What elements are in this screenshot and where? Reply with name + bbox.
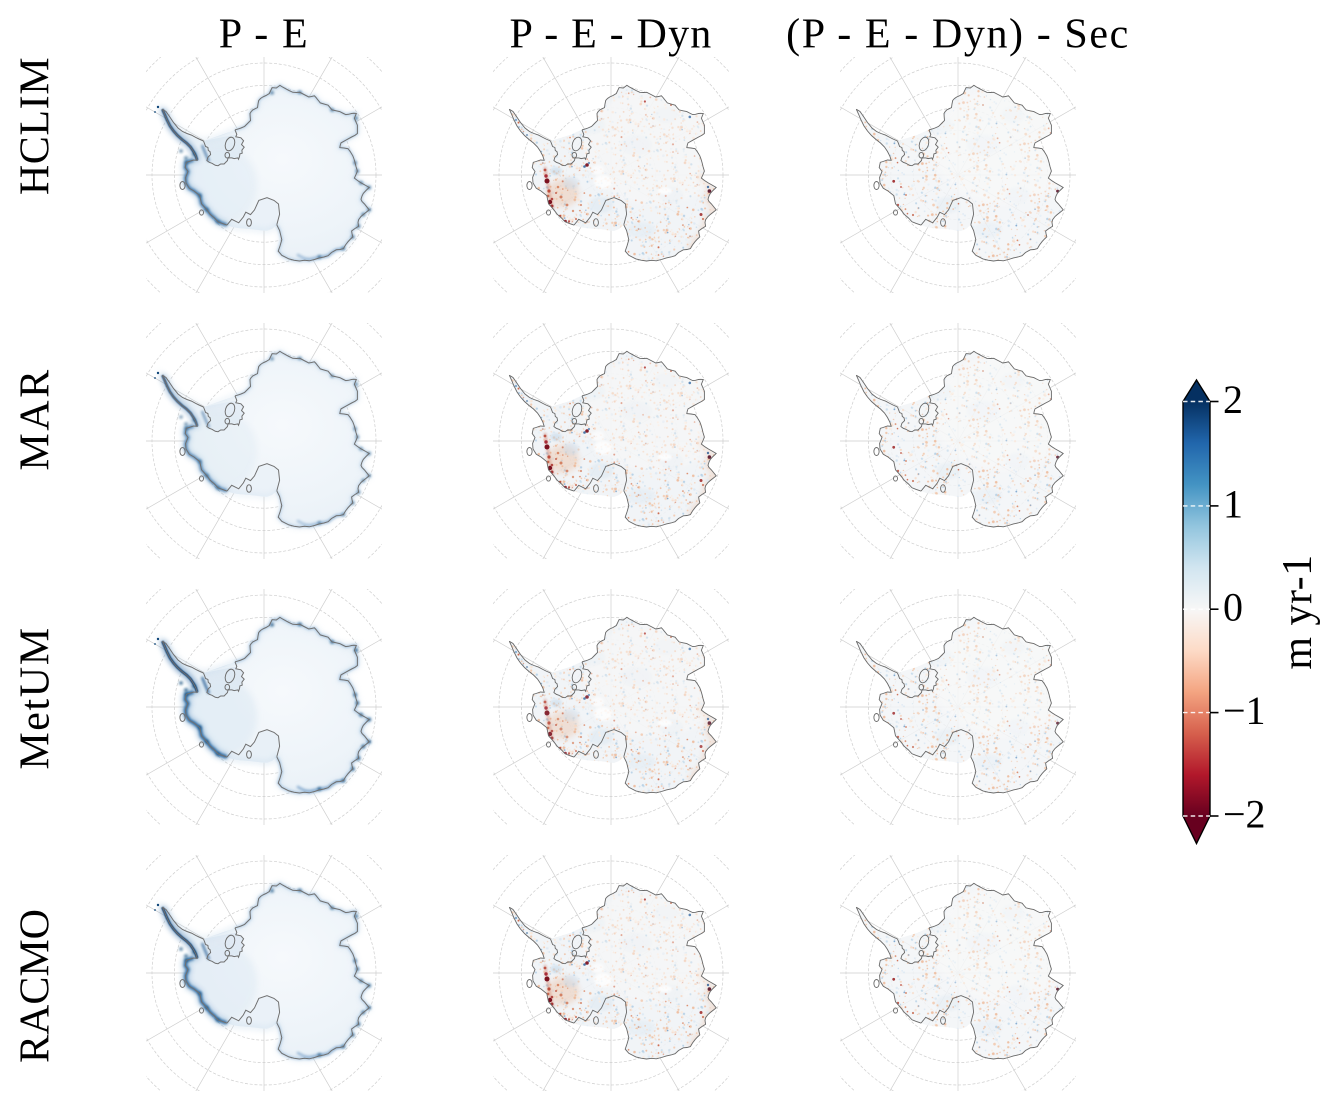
svg-text:−1: −1 — [1223, 688, 1266, 733]
svg-text:HCLIM: HCLIM — [13, 57, 59, 195]
svg-text:P - E: P - E — [219, 12, 309, 58]
svg-text:1: 1 — [1223, 481, 1243, 526]
svg-text:2: 2 — [1223, 377, 1243, 422]
svg-text:P - E - Dyn: P - E - Dyn — [510, 12, 713, 58]
svg-text:(P - E - Dyn) - Sec: (P - E - Dyn) - Sec — [786, 12, 1130, 58]
svg-text:RACMO: RACMO — [13, 909, 59, 1063]
svg-text:MetUM: MetUM — [13, 626, 59, 769]
svg-text:m yr-1: m yr-1 — [1275, 554, 1321, 669]
svg-text:−2: −2 — [1223, 792, 1266, 837]
svg-text:MAR: MAR — [13, 367, 59, 470]
svg-text:0: 0 — [1223, 585, 1243, 630]
